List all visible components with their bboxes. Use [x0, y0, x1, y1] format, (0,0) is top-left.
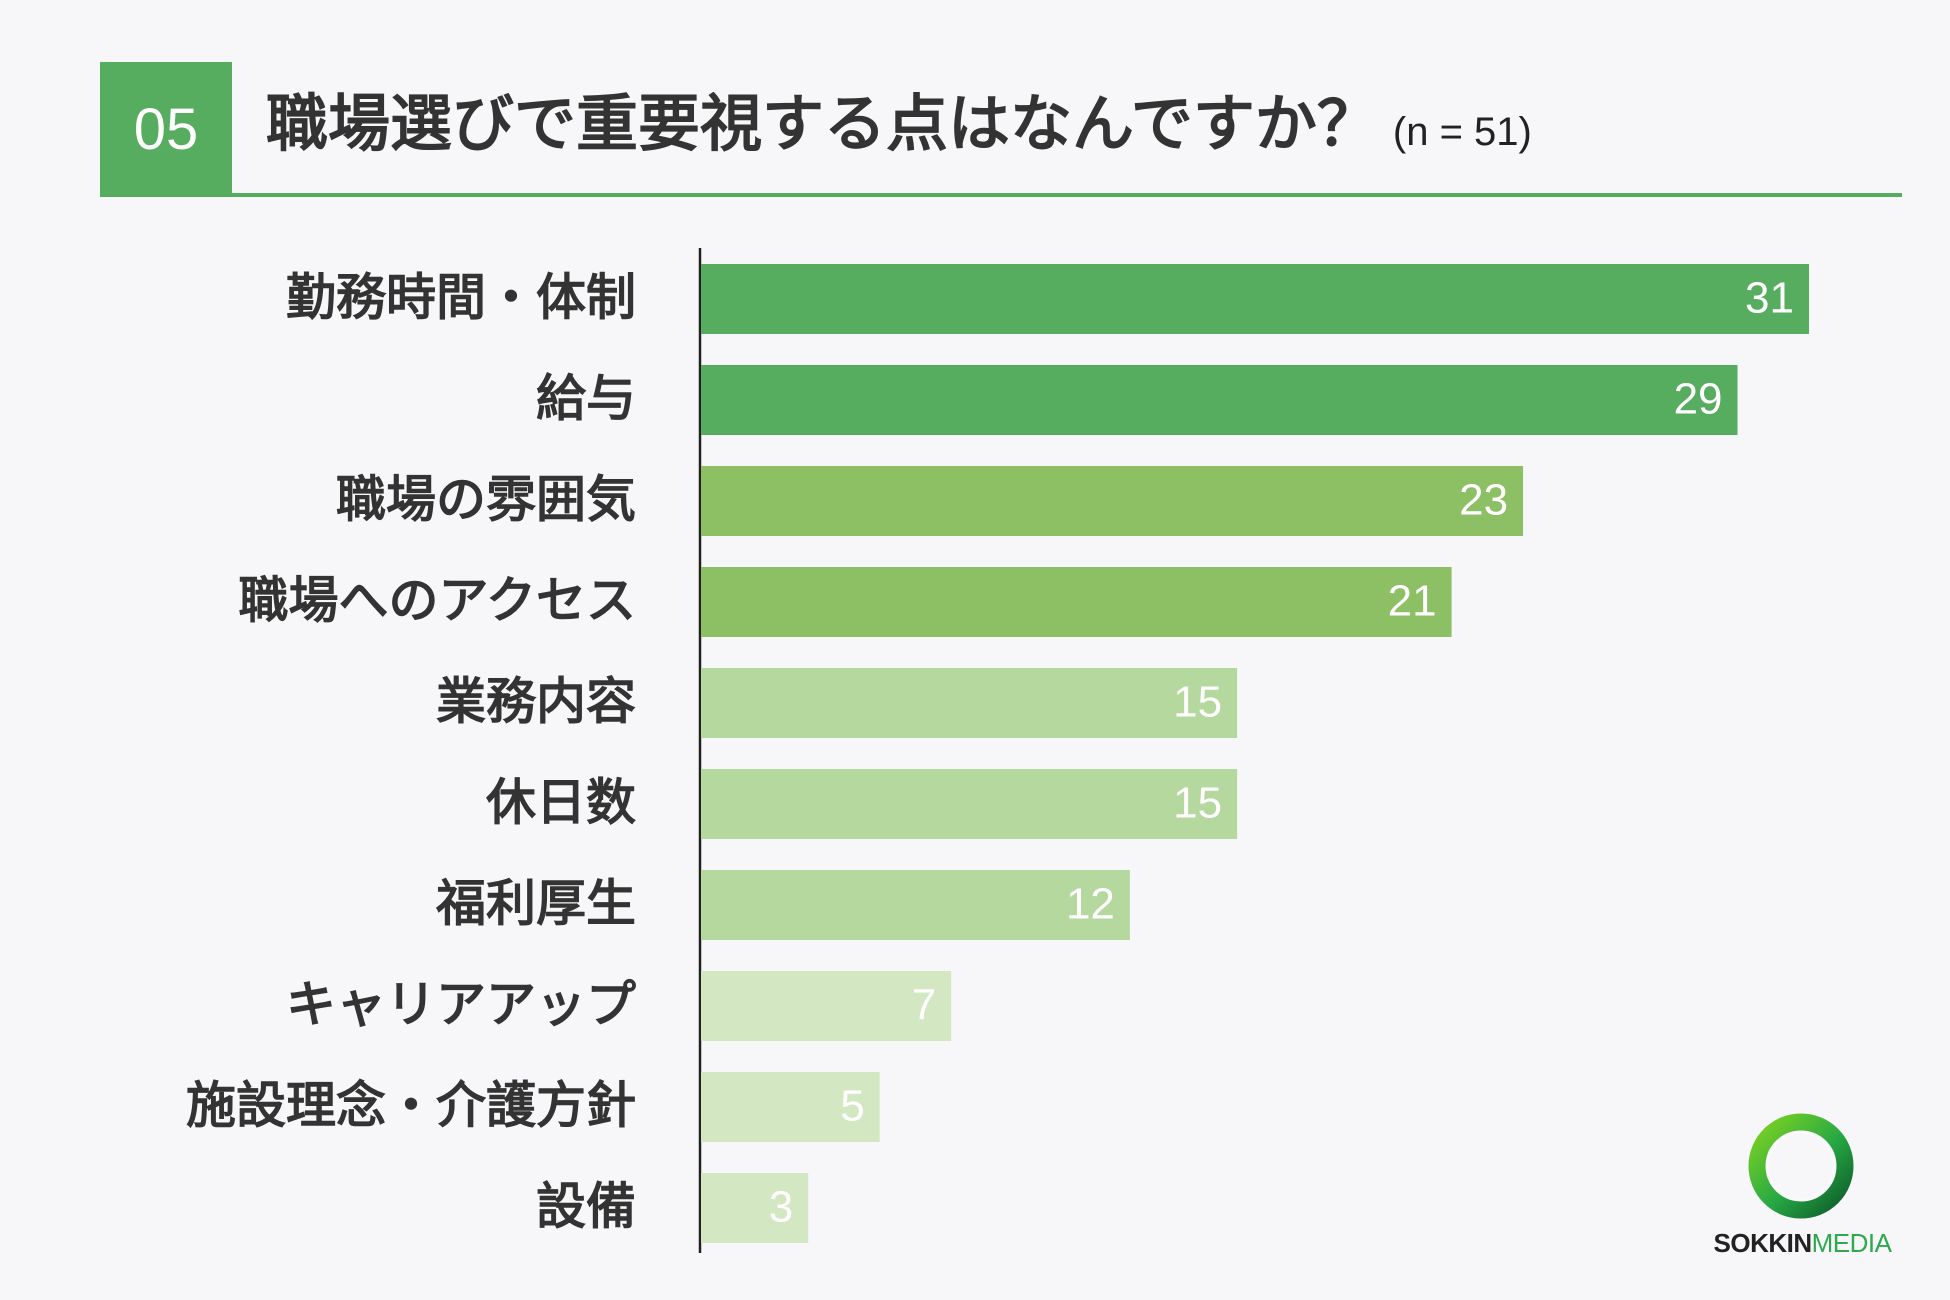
- logo-wordmark: SOKKINMEDIA: [1700, 1228, 1905, 1259]
- bar-6: [701, 870, 1130, 940]
- value-label-7: 7: [912, 981, 936, 1030]
- category-label-3: 職場へのアクセス: [239, 572, 637, 630]
- value-label-3: 21: [1388, 577, 1437, 626]
- bar-5: [701, 769, 1238, 839]
- bar-9: [701, 1173, 809, 1243]
- value-label-6: 12: [1066, 880, 1115, 929]
- logo-text-light: MEDIA: [1811, 1228, 1892, 1258]
- value-label-1: 29: [1674, 375, 1723, 424]
- bar-4: [701, 668, 1238, 738]
- value-label-9: 3: [769, 1183, 793, 1232]
- value-label-0: 31: [1745, 274, 1794, 323]
- value-label-2: 23: [1459, 476, 1508, 525]
- question-number-badge: 05: [100, 62, 232, 196]
- bar-3: [701, 567, 1452, 637]
- sample-size-note: (n = 51): [1392, 110, 1532, 154]
- bar-0: [701, 264, 1809, 334]
- category-label-4: 業務内容: [436, 673, 636, 731]
- chart-title: 職場選びで重要視する点はなんですか？ (n = 51): [266, 84, 1532, 172]
- category-label-5: 休日数: [485, 774, 636, 832]
- bar-7: [701, 971, 952, 1041]
- category-label-2: 職場の雰囲気: [336, 471, 636, 529]
- bar-2: [701, 466, 1524, 536]
- value-label-8: 5: [840, 1082, 864, 1131]
- category-label-1: 給与: [536, 370, 636, 428]
- ring-logo-icon: [1748, 1113, 1854, 1219]
- header-underline: [100, 193, 1902, 197]
- chart-title-text: 職場選びで重要視する点はなんですか？: [266, 87, 1379, 160]
- category-label-8: 施設理念・介護方針: [186, 1077, 636, 1135]
- chart-header: 05 職場選びで重要視する点はなんですか？ (n = 51): [100, 62, 1902, 198]
- logo-text-bold: SOKKIN: [1713, 1228, 1813, 1258]
- category-label-7: キャリアアップ: [286, 976, 636, 1034]
- bar-1: [701, 365, 1738, 435]
- value-label-4: 15: [1173, 678, 1222, 727]
- value-label-5: 15: [1173, 779, 1222, 828]
- category-label-9: 設備: [536, 1178, 636, 1236]
- category-label-0: 勤務時間・体制: [286, 269, 636, 327]
- category-label-6: 福利厚生: [435, 875, 636, 933]
- sokkin-media-logo: SOKKINMEDIA: [1700, 1108, 1905, 1258]
- bar-8: [701, 1072, 880, 1142]
